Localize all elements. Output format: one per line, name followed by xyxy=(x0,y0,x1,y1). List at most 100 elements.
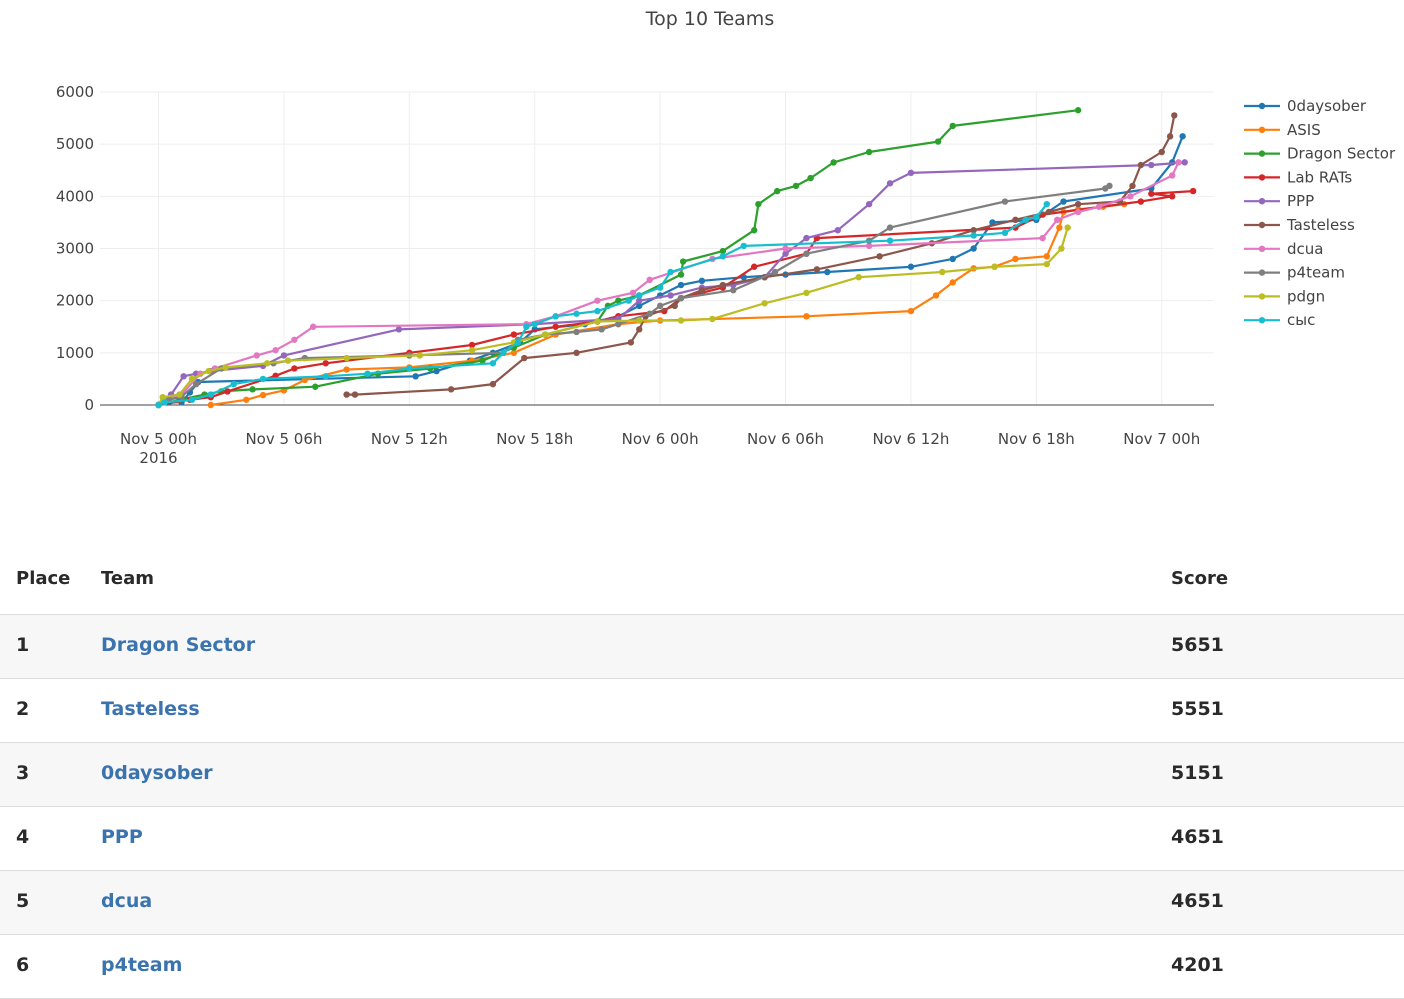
data-point xyxy=(636,302,643,310)
x-tick-label: Nov 6 06h xyxy=(747,430,824,448)
legend-item-p4team[interactable]: p4team xyxy=(1244,264,1345,282)
data-point xyxy=(646,310,653,317)
data-point xyxy=(416,352,423,359)
x-tick-label: Nov 7 00h xyxy=(1123,430,1200,448)
chart-series xyxy=(155,107,1197,409)
data-point xyxy=(343,391,350,398)
data-point xyxy=(646,276,653,283)
table-row: 3 0daysober 5151 xyxy=(0,743,1404,807)
data-point xyxy=(523,323,530,330)
data-point xyxy=(594,297,601,304)
data-point xyxy=(855,273,862,281)
chart-title: Top 10 Teams xyxy=(645,8,774,30)
legend-item-dcua[interactable]: dcua xyxy=(1244,240,1323,258)
series-сыс xyxy=(155,200,1050,409)
data-point xyxy=(615,320,622,328)
team-link[interactable]: Dragon Sector xyxy=(101,634,256,656)
x-tick-sublabel: 2016 xyxy=(139,449,177,467)
legend-item-Dragon Sector[interactable]: Dragon Sector xyxy=(1244,145,1396,163)
data-point xyxy=(207,401,214,409)
legend-item-0daysober[interactable]: 0daysober xyxy=(1244,97,1367,115)
data-point xyxy=(594,318,601,325)
data-point xyxy=(677,317,685,324)
data-point xyxy=(803,313,810,320)
data-point xyxy=(755,200,762,208)
data-point xyxy=(677,271,685,278)
data-point xyxy=(207,391,214,398)
x-tick-label: Nov 5 06h xyxy=(245,430,322,448)
y-tick-label: 2000 xyxy=(56,292,94,310)
data-point xyxy=(1175,159,1182,166)
data-point xyxy=(803,234,810,242)
legend-label: pdgn xyxy=(1287,287,1325,305)
data-point xyxy=(291,336,298,343)
data-point xyxy=(510,331,518,338)
team-link[interactable]: PPP xyxy=(101,826,143,848)
data-point xyxy=(180,373,187,380)
data-point xyxy=(824,268,831,276)
data-point xyxy=(541,331,549,338)
table-row: 1 Dragon Sector 5651 xyxy=(0,615,1404,679)
data-point xyxy=(740,242,747,250)
data-point xyxy=(773,187,781,195)
legend-item-сыс[interactable]: сыс xyxy=(1244,311,1315,329)
data-point xyxy=(188,396,196,403)
data-point xyxy=(1074,107,1082,114)
score-cell: 4651 xyxy=(1171,890,1224,912)
score-cell: 5651 xyxy=(1171,634,1224,656)
legend-label: PPP xyxy=(1287,192,1314,210)
data-point xyxy=(531,320,538,328)
data-point xyxy=(1060,198,1067,205)
data-point xyxy=(230,380,237,388)
data-point xyxy=(1012,255,1019,263)
legend-item-Lab RATs[interactable]: Lab RATs xyxy=(1244,168,1352,186)
data-point xyxy=(1022,216,1030,224)
score-column-header: Score xyxy=(1171,568,1229,589)
data-point xyxy=(573,310,580,317)
data-point xyxy=(1054,216,1061,224)
data-point xyxy=(284,357,292,364)
score-cell: 4201 xyxy=(1171,954,1224,976)
y-tick-label: 1000 xyxy=(56,344,94,362)
data-point xyxy=(301,376,309,384)
data-point xyxy=(552,313,559,320)
legend-marker xyxy=(1258,245,1266,252)
data-point xyxy=(552,323,559,330)
score-cell: 5551 xyxy=(1171,698,1224,720)
legend-item-pdgn[interactable]: pdgn xyxy=(1244,287,1325,305)
data-point xyxy=(865,200,873,208)
data-point xyxy=(803,289,810,297)
chart-legend[interactable]: 0daysober ASIS Dragon Sector Lab RATs PPP Tas… xyxy=(1244,97,1396,329)
data-point xyxy=(468,347,476,354)
team-link[interactable]: 0daysober xyxy=(101,762,213,784)
data-point xyxy=(1181,159,1188,166)
data-point xyxy=(395,326,403,333)
team-link[interactable]: Tasteless xyxy=(101,698,200,720)
place-cell: 3 xyxy=(16,762,30,784)
score-cell: 5151 xyxy=(1171,762,1224,784)
data-point xyxy=(970,232,977,239)
data-point xyxy=(1039,234,1046,242)
x-tick-label: Nov 6 12h xyxy=(872,430,949,448)
data-point xyxy=(291,365,298,372)
data-point xyxy=(1137,198,1145,205)
team-link[interactable]: p4team xyxy=(101,954,183,976)
legend-item-PPP[interactable]: PPP xyxy=(1244,192,1314,210)
data-point xyxy=(500,349,507,357)
data-point xyxy=(1127,193,1134,200)
data-point xyxy=(259,375,267,383)
legend-label: dcua xyxy=(1287,240,1323,258)
series-Dragon Sector xyxy=(155,107,1082,409)
data-point xyxy=(677,294,685,302)
data-point xyxy=(322,360,329,367)
team-link[interactable]: dcua xyxy=(101,890,153,912)
data-point xyxy=(1058,245,1065,252)
data-point xyxy=(636,317,643,324)
x-tick-label: Nov 5 12h xyxy=(371,430,448,448)
data-point xyxy=(636,326,643,333)
data-point xyxy=(1171,112,1178,119)
legend-item-Tasteless[interactable]: Tasteless xyxy=(1244,216,1355,234)
data-point xyxy=(730,287,737,294)
data-point xyxy=(1148,161,1155,169)
legend-item-ASIS[interactable]: ASIS xyxy=(1244,121,1321,139)
